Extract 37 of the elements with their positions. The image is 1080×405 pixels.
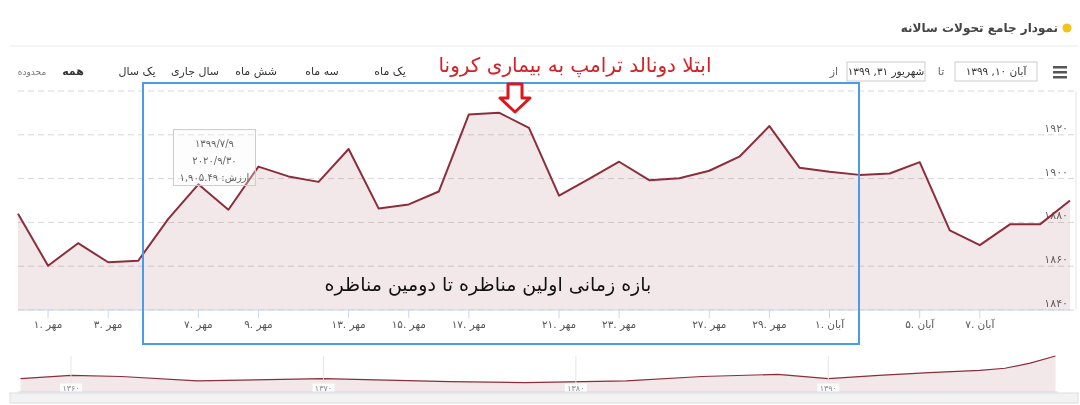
text: یک سال [118, 65, 156, 78]
text: همه [62, 65, 84, 78]
x-tick-label: ۱۳۶۰ [62, 383, 80, 393]
x-tick-label: ۱۳۷۰ [314, 383, 333, 393]
x-tick-label: ۲۱. مهر [541, 318, 577, 331]
text: شهریور ۳۱, ۱۳۹۹ [847, 65, 925, 78]
x-tick-label: ۲۹. مهر [752, 318, 787, 331]
x-tick-label: ۳. مهر [93, 318, 123, 331]
x-tick-label: ۹. مهر [244, 318, 273, 331]
text: سال جاری [170, 65, 220, 78]
x-tick-label: ۱۳۸۰ [567, 383, 585, 393]
y-tick-label: ۱۹۲۰ [1044, 121, 1068, 135]
y-tick-label: ۱۸۶۰ [1044, 253, 1068, 267]
x-tick-label: ۷. آبان [965, 318, 996, 330]
x-tick-label: ۵. آبان [905, 318, 936, 330]
text: آبان ۱۰, ۱۳۹۹ [965, 65, 1028, 77]
text: ابتلا دونالد ترامپ به بیماری کرونا [438, 53, 712, 78]
text: شش ماه [235, 65, 277, 78]
text: سه ماه [305, 65, 339, 78]
x-tick-label: ۲۳. مهر [602, 318, 637, 331]
x-tick-label: ۲۷. مهر [692, 318, 727, 331]
text: محدوده [17, 67, 47, 77]
text: یک ماه [374, 65, 406, 78]
y-tick-label: ۱۸۴۰ [1044, 297, 1068, 310]
annotation: ۱۳۹۹/۷/۹ ۲۰۲۰/۹/۳۰ ارزش: ۱,۹۰۵.۴۹ [179, 137, 250, 183]
x-tick-label: ۷. مهر [184, 318, 213, 331]
x-tick-label: ۱. مهر [33, 318, 63, 331]
text: تا [937, 65, 945, 78]
x-tick-label: ۱۳. مهر [331, 318, 366, 331]
text: از [828, 65, 839, 78]
x-tick-label: ۱. آبان [815, 318, 846, 330]
chart-title: نمودار جامع تحولات سالانه [900, 21, 1058, 36]
x-tick-label: ۱۳۹۰ [819, 383, 837, 393]
y-tick-label: ۱۹۰۰ [1044, 165, 1068, 179]
x-tick-label: ۱۷. مهر [451, 318, 486, 331]
x-tick-label: ۱۵. مهر [391, 318, 426, 331]
annotation: بازه زمانی اولین مناظره تا دومین مناظره [324, 273, 652, 296]
